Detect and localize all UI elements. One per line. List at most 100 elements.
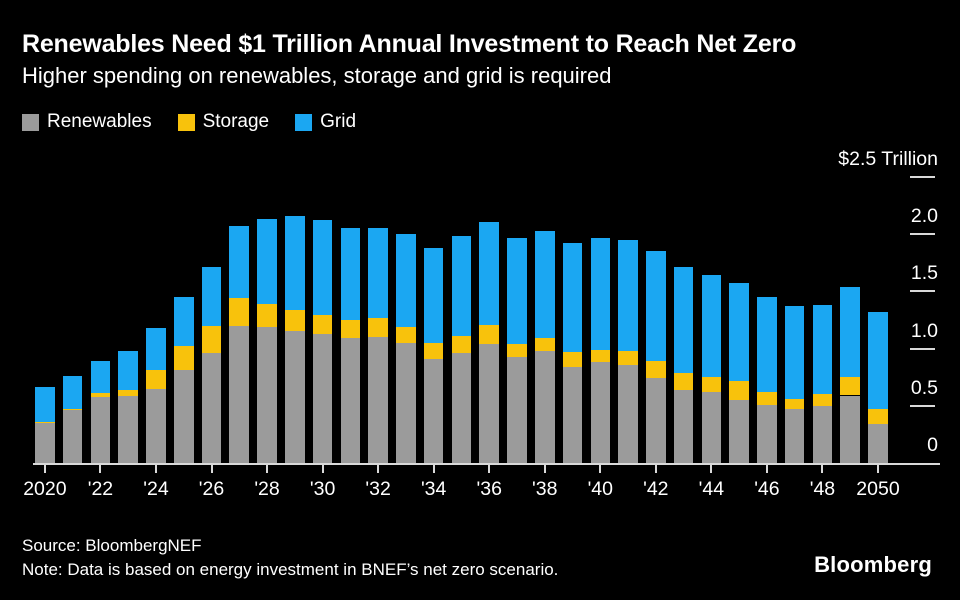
bar-segment-renewables-2047 bbox=[784, 409, 805, 463]
chart-legend: Renewables Storage Grid bbox=[22, 111, 356, 133]
bar-segment-storage-2046 bbox=[757, 392, 777, 405]
bar-segment-renewables-2040 bbox=[590, 362, 611, 463]
bar-segment-storage-2042 bbox=[646, 361, 666, 379]
bar-segment-renewables-2041 bbox=[618, 364, 638, 463]
bar-segment-storage-2030 bbox=[312, 315, 333, 334]
bar-segment-storage-2033 bbox=[396, 326, 416, 343]
bar-segment-renewables-2045 bbox=[729, 400, 749, 463]
x-axis-label: 2050 bbox=[856, 478, 900, 500]
legend-swatch-icon bbox=[177, 113, 195, 131]
bar-segment-grid-2031 bbox=[340, 228, 361, 320]
x-axis-label: '40 bbox=[587, 478, 613, 500]
x-axis-tick bbox=[710, 465, 713, 473]
bar-segment-storage-2041 bbox=[618, 350, 638, 365]
x-axis-tick bbox=[99, 465, 102, 473]
note-text: Note: Data is based on energy investment… bbox=[22, 560, 559, 579]
y-axis-tick bbox=[910, 404, 935, 407]
bar-segment-renewables-2027 bbox=[229, 325, 250, 463]
x-axis-tick bbox=[154, 465, 157, 473]
x-axis-label: '36 bbox=[476, 478, 502, 500]
y-axis-tick bbox=[910, 233, 935, 236]
legend-item-grid: Grid bbox=[295, 111, 356, 133]
bar-segment-grid-2029 bbox=[285, 215, 305, 310]
bar-segment-grid-2024 bbox=[146, 328, 166, 371]
bar-segment-renewables-2031 bbox=[340, 338, 361, 463]
bar-segment-grid-2043 bbox=[673, 267, 694, 373]
bar-segment-grid-2041 bbox=[618, 239, 638, 351]
bar-segment-renewables-2044 bbox=[701, 392, 722, 463]
bar-segment-storage-2036 bbox=[479, 324, 499, 344]
page-subtitle: Higher spending on renewables, storage a… bbox=[22, 63, 612, 88]
bar-segment-storage-2035 bbox=[451, 336, 472, 354]
legend-swatch-icon bbox=[22, 113, 39, 131]
x-axis-tick bbox=[210, 465, 213, 473]
bar-segment-grid-2027 bbox=[229, 226, 250, 299]
y-axis-label: 1.5 bbox=[910, 262, 938, 285]
bar-segment-storage-2020 bbox=[35, 421, 55, 423]
bar-segment-renewables-2023 bbox=[118, 395, 138, 463]
x-axis-tick bbox=[488, 465, 491, 473]
bar-segment-grid-2028 bbox=[257, 219, 277, 304]
bar-segment-renewables-2036 bbox=[479, 344, 499, 463]
bar-segment-grid-2025 bbox=[173, 297, 194, 347]
x-axis-label: '30 bbox=[309, 478, 336, 500]
bar-segment-storage-2022 bbox=[90, 393, 111, 397]
x-axis-label: '38 bbox=[532, 478, 558, 500]
bar-segment-grid-2040 bbox=[590, 237, 611, 350]
x-axis-label: '34 bbox=[420, 478, 447, 500]
bar-segment-grid-2042 bbox=[646, 251, 666, 362]
legend-label: Renewables bbox=[47, 111, 152, 132]
bar-segment-storage-2039 bbox=[562, 352, 583, 367]
bar-segment-renewables-2035 bbox=[451, 353, 472, 463]
bar-segment-grid-2046 bbox=[757, 297, 777, 393]
bar-segment-storage-2045 bbox=[729, 380, 749, 401]
x-axis-tick bbox=[654, 465, 657, 473]
x-axis-line bbox=[33, 463, 940, 465]
bar-segment-renewables-2050 bbox=[868, 424, 888, 463]
bar-segment-storage-2037 bbox=[507, 344, 527, 357]
bar-segment-grid-2049 bbox=[840, 286, 861, 378]
y-axis-tick bbox=[910, 176, 935, 178]
bar-segment-renewables-2046 bbox=[757, 404, 777, 463]
x-axis-tick bbox=[877, 465, 879, 473]
bar-segment-storage-2024 bbox=[146, 370, 166, 389]
bar-segment-renewables-2033 bbox=[396, 342, 416, 463]
bar-segment-renewables-2038 bbox=[534, 350, 555, 463]
legend-item-storage: Storage bbox=[177, 111, 269, 133]
bar-segment-storage-2048 bbox=[812, 394, 833, 406]
x-axis-label: '32 bbox=[365, 478, 391, 500]
bar-segment-grid-2050 bbox=[868, 311, 888, 410]
bar-segment-renewables-2032 bbox=[368, 337, 388, 463]
x-axis-label: '44 bbox=[698, 478, 725, 500]
bar-segment-storage-2026 bbox=[201, 325, 222, 354]
bar-segment-grid-2026 bbox=[201, 267, 222, 326]
bar-segment-renewables-2028 bbox=[257, 326, 277, 463]
bar-segment-renewables-2026 bbox=[201, 353, 222, 463]
bar-segment-grid-2044 bbox=[701, 275, 722, 378]
page-title: Renewables Need $1 Trillion Annual Inves… bbox=[22, 30, 797, 58]
bar-segment-renewables-2022 bbox=[90, 396, 111, 463]
bar-segment-renewables-2048 bbox=[812, 405, 833, 463]
bar-segment-renewables-2042 bbox=[646, 378, 666, 463]
legend-item-renewables: Renewables bbox=[22, 111, 152, 133]
bar-segment-renewables-2043 bbox=[673, 389, 694, 463]
source-text: Source: BloombergNEF bbox=[22, 536, 202, 555]
legend-label: Grid bbox=[320, 111, 357, 132]
bar-segment-grid-2048 bbox=[812, 305, 833, 395]
x-axis-tick bbox=[266, 465, 269, 473]
bar-segment-storage-2021 bbox=[62, 409, 83, 411]
bar-segment-renewables-2020 bbox=[35, 422, 55, 463]
bar-segment-grid-2034 bbox=[423, 247, 444, 343]
y-axis-label: 0 bbox=[927, 434, 938, 456]
bar-segment-renewables-2025 bbox=[173, 370, 194, 463]
bar-segment-storage-2047 bbox=[784, 398, 805, 410]
bar-segment-grid-2033 bbox=[396, 234, 416, 327]
x-axis-label: '28 bbox=[254, 478, 280, 500]
legend-swatch-icon bbox=[295, 113, 313, 131]
x-axis-tick bbox=[599, 465, 602, 473]
bar-segment-renewables-2039 bbox=[562, 366, 583, 463]
bar-segment-renewables-2049 bbox=[840, 395, 861, 463]
bar-segment-storage-2027 bbox=[229, 298, 250, 326]
bar-segment-storage-2028 bbox=[257, 303, 277, 327]
